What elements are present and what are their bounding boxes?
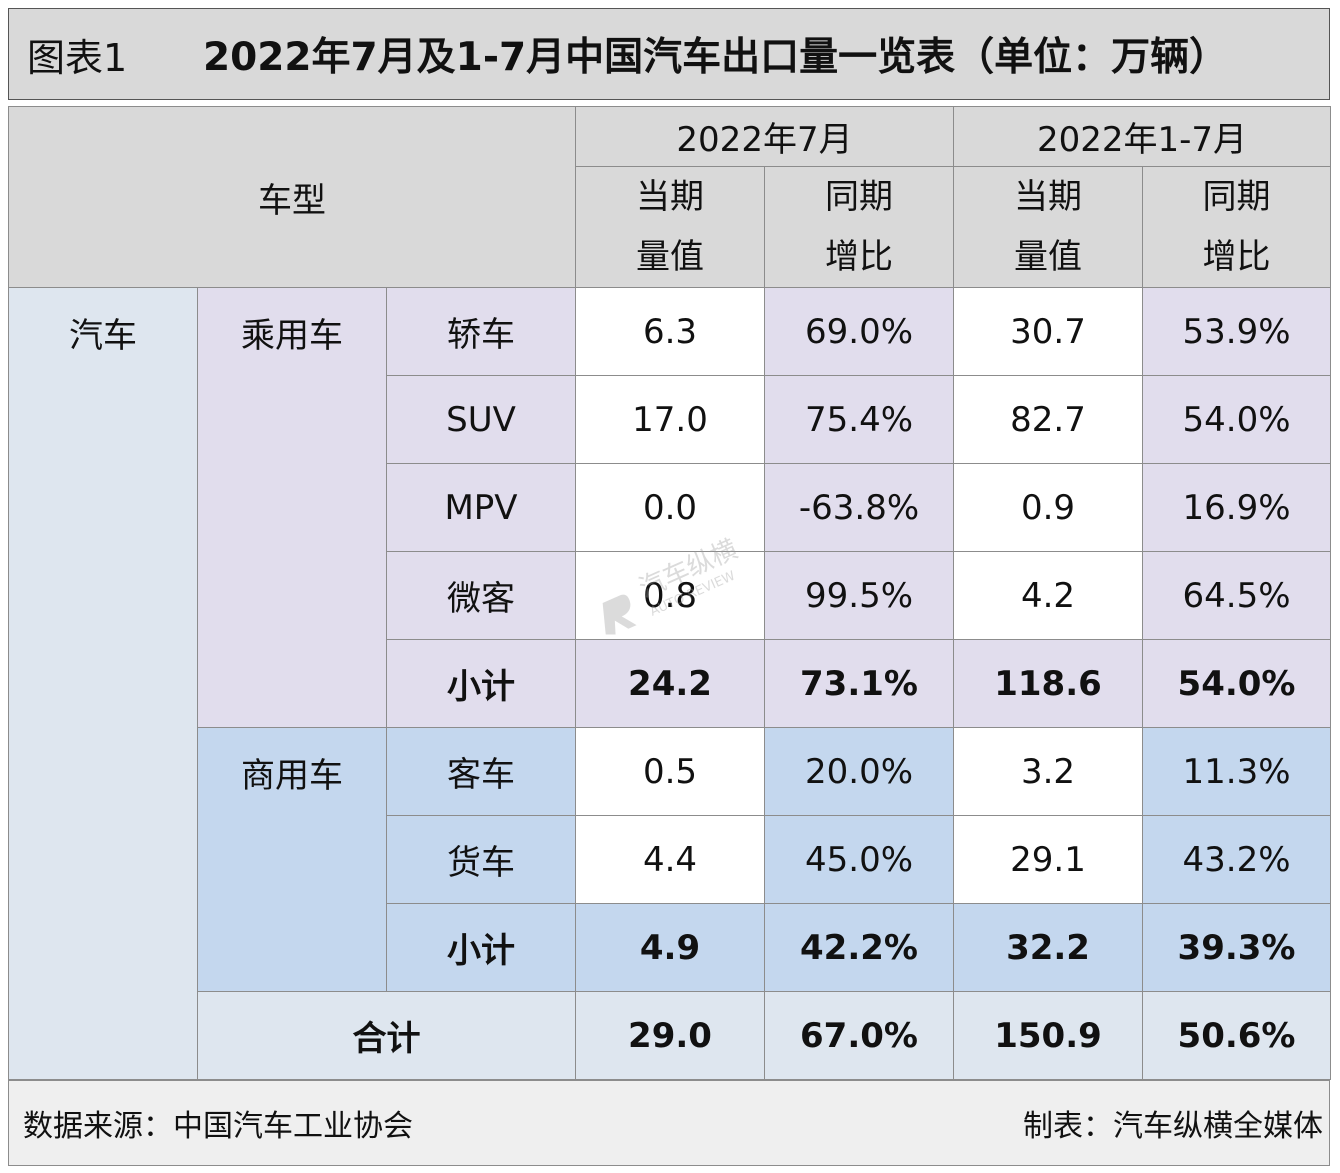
cell-jul-yoy: 67.0% bbox=[763, 991, 955, 1080]
table-row: 货车 4.4 45.0% 29.1 43.2% bbox=[9, 815, 1332, 904]
table-row: MPV 0.0 -63.8% 0.9 16.9% bbox=[9, 463, 1332, 552]
row-label: 小计 bbox=[386, 639, 576, 728]
category-commercial: 商用车 bbox=[197, 727, 387, 992]
cell-ytd-value: 0.9 bbox=[953, 463, 1144, 552]
title-bar: 图表1 2022年7月及1-7月中国汽车出口量一览表（单位：万辆） bbox=[8, 8, 1330, 100]
cell-jul-value: 6.3 bbox=[575, 287, 765, 376]
jul-value-header: 当期 量值 bbox=[575, 166, 765, 288]
row-label: 轿车 bbox=[386, 287, 576, 376]
cell-jul-yoy: 69.0% bbox=[763, 287, 955, 376]
subtotal-row: 小计 4.9 42.2% 32.2 39.3% bbox=[9, 903, 1332, 992]
cell-jul-value: 0.5 bbox=[575, 727, 765, 816]
ytd-value-header: 当期 量值 bbox=[953, 166, 1144, 288]
cell-ytd-yoy: 11.3% bbox=[1142, 727, 1332, 816]
cell-ytd-yoy: 39.3% bbox=[1142, 903, 1332, 992]
table-row: 商用车 客车 0.5 20.0% 3.2 11.3% bbox=[9, 727, 1332, 992]
cell-jul-value: 24.2 bbox=[575, 639, 765, 728]
cell-ytd-yoy: 43.2% bbox=[1142, 815, 1332, 904]
total-row: 合计 29.0 67.0% 150.9 50.6% bbox=[9, 991, 1332, 1080]
cell-jul-yoy: -63.8% bbox=[763, 463, 955, 552]
row-label: 合计 bbox=[197, 991, 576, 1080]
cell-ytd-yoy: 50.6% bbox=[1142, 991, 1332, 1080]
cell-ytd-value: 32.2 bbox=[953, 903, 1144, 992]
cell-jul-value: 0.0 bbox=[575, 463, 765, 552]
cell-ytd-yoy: 16.9% bbox=[1142, 463, 1332, 552]
row-label: SUV bbox=[386, 375, 576, 464]
data-source: 数据来源：中国汽车工业协会 bbox=[23, 1109, 413, 1144]
jul-yoy-header: 同期 增比 bbox=[763, 166, 955, 288]
row-label: 小计 bbox=[386, 903, 576, 992]
ytd-yoy-header: 同期 增比 bbox=[1142, 166, 1332, 288]
cell-jul-yoy: 42.2% bbox=[763, 903, 955, 992]
cell-ytd-yoy: 54.0% bbox=[1142, 639, 1332, 728]
cell-ytd-value: 29.1 bbox=[953, 815, 1144, 904]
cell-jul-value: 4.9 bbox=[575, 903, 765, 992]
subtotal-row: 小计 24.2 73.1% 118.6 54.0% bbox=[9, 639, 1332, 728]
cell-ytd-yoy: 53.9% bbox=[1142, 287, 1332, 376]
cell-jul-value: 0.8 bbox=[575, 551, 765, 640]
cell-jul-yoy: 99.5% bbox=[763, 551, 955, 640]
category-car: 汽车 bbox=[8, 287, 198, 1080]
table-title: 2022年7月及1-7月中国汽车出口量一览表（单位：万辆） bbox=[203, 35, 1229, 80]
row-label: MPV bbox=[386, 463, 576, 552]
cell-jul-value: 4.4 bbox=[575, 815, 765, 904]
export-table: 车型 2022年7月 2022年1-7月 当期 量值 同期 增比 当期 量值 同期 增比… bbox=[8, 106, 1332, 1080]
cell-ytd-value: 30.7 bbox=[953, 287, 1144, 376]
cell-jul-yoy: 73.1% bbox=[763, 639, 955, 728]
table-maker: 制表：汽车纵横全媒体 bbox=[1023, 1109, 1323, 1144]
cell-jul-yoy: 75.4% bbox=[763, 375, 955, 464]
cell-jul-value: 17.0 bbox=[575, 375, 765, 464]
cell-ytd-value: 4.2 bbox=[953, 551, 1144, 640]
cell-ytd-value: 3.2 bbox=[953, 727, 1144, 816]
cell-ytd-value: 82.7 bbox=[953, 375, 1144, 464]
period-ytd-header: 2022年1-7月 bbox=[953, 106, 1332, 167]
footer: 数据来源：中国汽车工业协会 制表：汽车纵横全媒体 bbox=[8, 1080, 1330, 1166]
category-passenger: 乘用车 bbox=[197, 287, 387, 728]
row-label: 客车 bbox=[386, 727, 576, 816]
cell-ytd-yoy: 54.0% bbox=[1142, 375, 1332, 464]
row-label: 货车 bbox=[386, 815, 576, 904]
cell-jul-yoy: 20.0% bbox=[763, 727, 955, 816]
cell-ytd-value: 150.9 bbox=[953, 991, 1144, 1080]
cell-jul-yoy: 45.0% bbox=[763, 815, 955, 904]
row-label: 微客 bbox=[386, 551, 576, 640]
period-july-header: 2022年7月 bbox=[574, 106, 955, 167]
cell-ytd-yoy: 64.5% bbox=[1142, 551, 1332, 640]
cell-jul-value: 29.0 bbox=[575, 991, 765, 1080]
table-row: 汽车 乘用车 轿车 6.3 69.0% 30.7 53.9% bbox=[8, 287, 1332, 1080]
type-header: 车型 bbox=[8, 106, 576, 288]
table-row: SUV 17.0 75.4% 82.7 54.0% bbox=[9, 375, 1332, 464]
figure-label: 图表1 bbox=[27, 35, 128, 80]
cell-ytd-value: 118.6 bbox=[953, 639, 1144, 728]
